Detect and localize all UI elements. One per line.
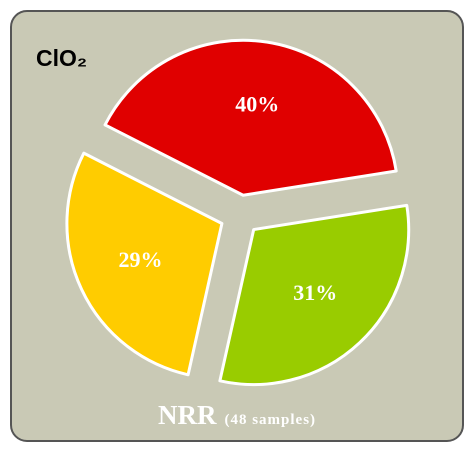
slice-label: 40% — [235, 91, 279, 116]
pie-slice — [218, 203, 411, 387]
caption: NRR (48 samples) — [158, 400, 316, 430]
pie-slice — [65, 151, 224, 377]
slice-label: 31% — [293, 280, 337, 305]
caption-detail: (48 samples) — [224, 412, 316, 428]
slice-label: 29% — [119, 247, 163, 272]
chart-title: ClO₂ — [36, 45, 87, 71]
pie-slice — [103, 38, 398, 197]
caption-main: NRR — [158, 400, 217, 430]
